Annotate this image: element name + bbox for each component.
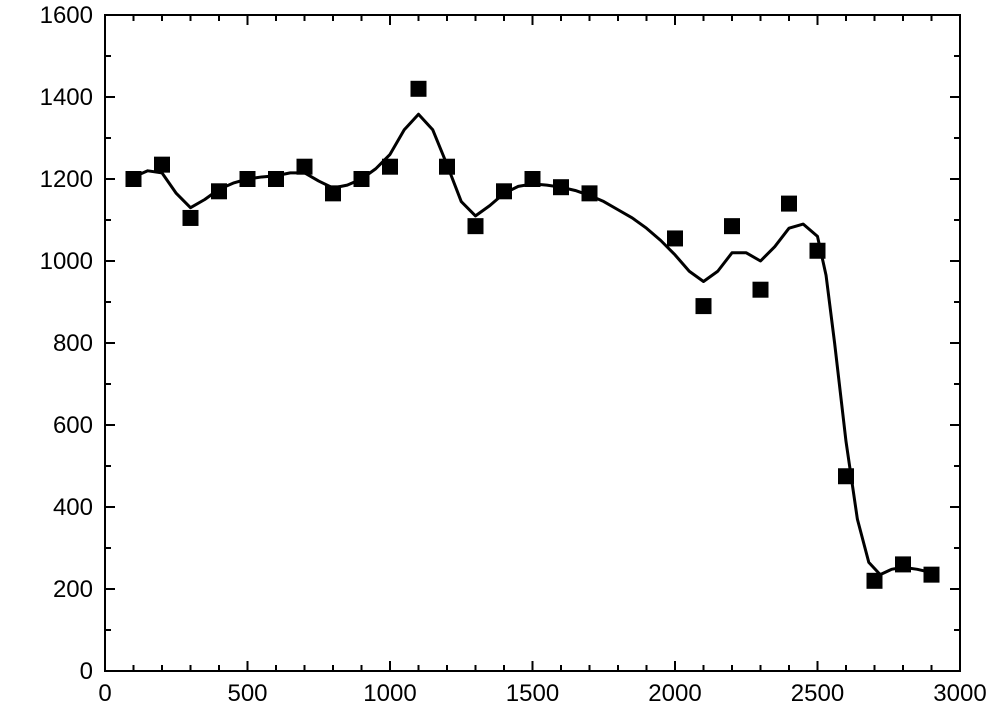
x-tick-label: 500 bbox=[227, 680, 267, 707]
data-marker bbox=[553, 179, 569, 195]
chart-svg: 0 500 1000 1500 2000 2500 3000 0 200 400 600 800 100… bbox=[0, 0, 1000, 728]
data-marker bbox=[382, 159, 398, 175]
data-marker bbox=[724, 218, 740, 234]
y-tick-label: 800 bbox=[53, 330, 93, 357]
data-marker bbox=[268, 171, 284, 187]
y-tick-label: 1600 bbox=[40, 2, 93, 29]
data-marker bbox=[240, 171, 256, 187]
data-marker bbox=[525, 171, 541, 187]
data-marker bbox=[325, 185, 341, 201]
x-tick-label: 0 bbox=[98, 680, 111, 707]
data-marker bbox=[211, 183, 227, 199]
data-marker bbox=[810, 243, 826, 259]
data-marker bbox=[582, 185, 598, 201]
data-marker bbox=[154, 157, 170, 173]
y-tick-label: 600 bbox=[53, 412, 93, 439]
data-marker bbox=[924, 567, 940, 583]
x-tick-label: 1500 bbox=[506, 680, 559, 707]
data-marker bbox=[781, 196, 797, 212]
x-tick-label: 2500 bbox=[791, 680, 844, 707]
data-marker bbox=[753, 282, 769, 298]
y-tick-label: 1200 bbox=[40, 166, 93, 193]
data-marker bbox=[696, 298, 712, 314]
data-marker bbox=[126, 171, 142, 187]
x-tick-label: 2000 bbox=[648, 680, 701, 707]
data-marker bbox=[297, 159, 313, 175]
data-marker bbox=[867, 573, 883, 589]
y-tick-label: 400 bbox=[53, 494, 93, 521]
chart-container: 0 500 1000 1500 2000 2500 3000 0 200 400 600 800 100… bbox=[0, 0, 1000, 728]
data-marker bbox=[411, 81, 427, 97]
data-marker bbox=[895, 556, 911, 572]
data-marker bbox=[667, 230, 683, 246]
x-tick-label: 3000 bbox=[933, 680, 986, 707]
data-marker bbox=[183, 210, 199, 226]
y-tick-label: 1400 bbox=[40, 84, 93, 111]
data-marker bbox=[468, 218, 484, 234]
data-marker bbox=[496, 183, 512, 199]
x-tick-label: 1000 bbox=[363, 680, 416, 707]
data-marker bbox=[439, 159, 455, 175]
y-tick-label: 200 bbox=[53, 576, 93, 603]
data-marker bbox=[354, 171, 370, 187]
y-tick-label: 0 bbox=[80, 658, 93, 685]
data-marker bbox=[838, 468, 854, 484]
plot-frame bbox=[105, 15, 960, 671]
y-tick-label: 1000 bbox=[40, 248, 93, 275]
